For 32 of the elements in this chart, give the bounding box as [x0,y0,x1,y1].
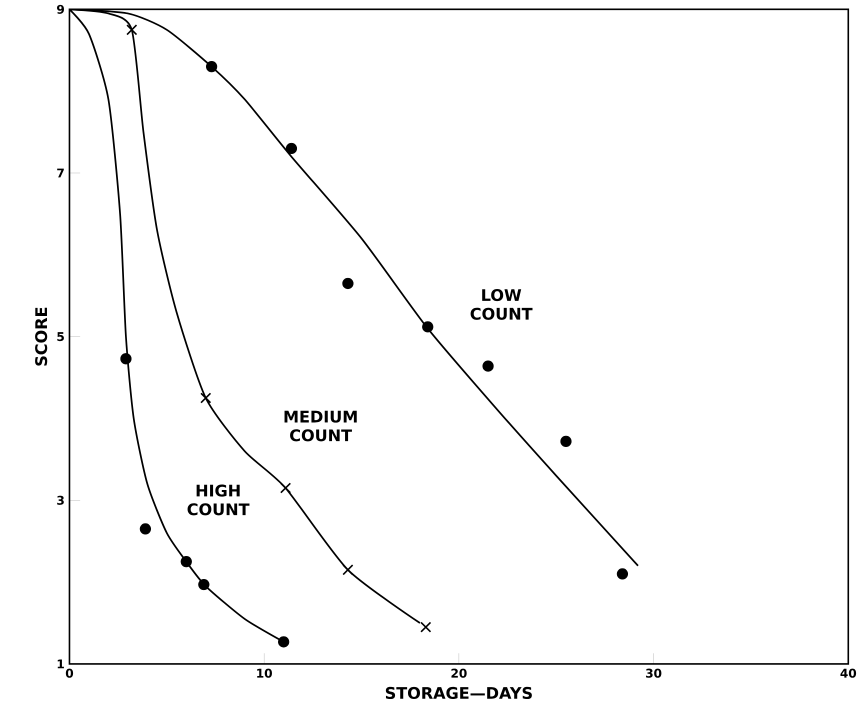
y-axis-title: SCORE [35,308,48,366]
point [342,564,354,576]
y-tick-label: 5 [57,332,64,342]
point [198,578,210,590]
y-tick-label: 3 [57,496,64,505]
x-axis-title: STORAGE—DAYS [386,686,532,700]
point [482,360,494,372]
point [200,392,212,404]
point [280,482,292,494]
y-tick-label: 7 [57,168,64,178]
y-tick-label: 9 [57,4,64,14]
point [180,556,192,568]
point [278,636,290,648]
text: MEDIUM COUNT [284,410,357,442]
x-tick-label: 40 [840,668,856,678]
x-tick-label: 20 [451,668,467,678]
y-tick-label: 1 [58,660,64,668]
point [342,278,354,290]
point [422,321,434,332]
point [206,60,218,72]
x-tick-label: 30 [646,668,662,678]
point [616,568,628,580]
point [560,436,572,447]
point [420,622,432,633]
series-label: HIGH COUNT [188,484,250,516]
x-tick-label: 0 [66,668,74,678]
point [140,523,152,535]
text: LOW COUNT [470,288,532,320]
point [126,24,138,36]
point [286,142,298,154]
x-tick-label: 10 [257,668,272,678]
point [120,353,132,364]
